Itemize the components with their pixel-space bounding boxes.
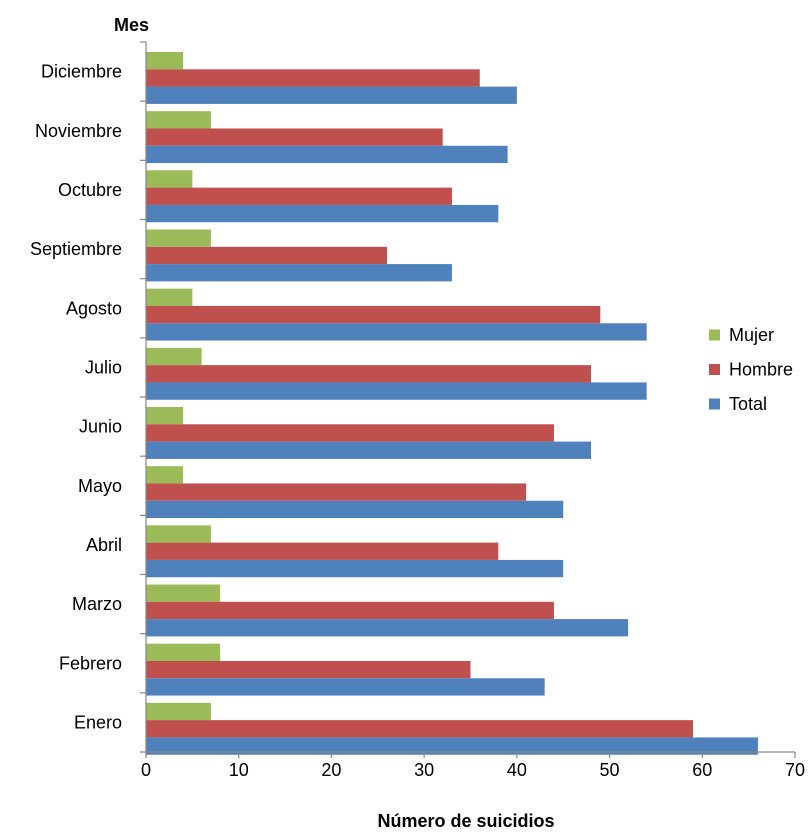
x-tick-label-20: 20 (321, 760, 341, 780)
x-tick-label-0: 0 (141, 760, 151, 780)
bar-total-agosto (146, 323, 647, 341)
y-tick-label-septiembre: Septiembre (30, 239, 122, 259)
bar-total-abril (146, 559, 564, 578)
y-tick-label-julio: Julio (85, 357, 122, 377)
y-tick-label-febrero: Febrero (59, 653, 122, 673)
y-tick-label-noviembre: Noviembre (35, 121, 122, 141)
y-axis-title: Mes (114, 15, 149, 35)
x-tick-label-60: 60 (692, 760, 712, 780)
bar-mujer-septiembre (146, 229, 211, 247)
bar-mujer-agosto (146, 288, 193, 306)
bar-mujer-febrero (146, 643, 221, 661)
bar-hombre-enero (146, 720, 694, 738)
bar-mujer-diciembre (146, 52, 184, 70)
legend-swatch-hombre (709, 364, 720, 375)
y-tick-label-octubre: Octubre (58, 180, 122, 200)
bar-total-diciembre (146, 86, 517, 104)
legend-swatch-mujer (709, 329, 720, 341)
bar-mujer-noviembre (146, 111, 211, 129)
x-axis-title: Número de suicidios (377, 811, 554, 831)
y-tick-label-enero: Enero (74, 712, 122, 732)
bar-total-febrero (146, 678, 545, 696)
bar-mujer-octubre (146, 170, 193, 188)
bar-hombre-diciembre (146, 69, 480, 87)
bar-total-septiembre (146, 264, 452, 282)
bar-total-junio (146, 441, 592, 459)
legend: Mujer Hombre Total (709, 325, 793, 414)
bar-hombre-septiembre (146, 246, 388, 265)
bar-total-enero (146, 737, 758, 755)
y-tick-label-marzo: Marzo (72, 594, 122, 614)
y-tick-label-diciembre: Diciembre (41, 62, 122, 82)
bar-total-julio (146, 382, 647, 400)
bar-hombre-abril (146, 542, 499, 560)
x-tick-label-30: 30 (414, 760, 434, 780)
bar-hombre-noviembre (146, 128, 443, 146)
bar-hombre-febrero (146, 660, 471, 679)
bar-total-octubre (146, 204, 499, 223)
bar-mujer-junio (146, 407, 184, 425)
legend-label-hombre: Hombre (729, 360, 793, 380)
y-tick-label-abril: Abril (86, 535, 122, 555)
y-tick-label-junio: Junio (79, 417, 122, 437)
bar-hombre-marzo (146, 601, 554, 620)
bar-hombre-junio (146, 424, 554, 442)
legend-label-mujer: Mujer (729, 325, 774, 345)
x-tick-label-70: 70 (785, 760, 805, 780)
bar-mujer-marzo (146, 584, 221, 602)
x-tick-label-10: 10 (229, 760, 249, 780)
bars-group (146, 52, 758, 755)
bar-mujer-mayo (146, 466, 184, 484)
x-ticks-group: 0 10 20 30 40 50 60 70 (141, 752, 805, 780)
y-tick-label-mayo: Mayo (78, 476, 122, 496)
bar-hombre-agosto (146, 305, 601, 324)
bar-hombre-octubre (146, 187, 452, 205)
bar-total-noviembre (146, 145, 508, 164)
bar-total-mayo (146, 500, 564, 519)
bar-hombre-mayo (146, 483, 527, 501)
x-tick-label-40: 40 (507, 760, 527, 780)
bar-hombre-julio (146, 365, 592, 383)
legend-swatch-total (709, 398, 720, 410)
bar-total-marzo (146, 619, 629, 637)
x-tick-label-50: 50 (600, 760, 620, 780)
bar-mujer-enero (146, 702, 211, 721)
y-tick-label-agosto: Agosto (66, 298, 122, 318)
bar-mujer-julio (146, 347, 202, 366)
bar-mujer-abril (146, 525, 211, 543)
legend-label-total: Total (729, 394, 767, 414)
y-ticks-group: Enero Febrero Marzo Abril Mayo Junio Julio Agos… (30, 41, 146, 753)
